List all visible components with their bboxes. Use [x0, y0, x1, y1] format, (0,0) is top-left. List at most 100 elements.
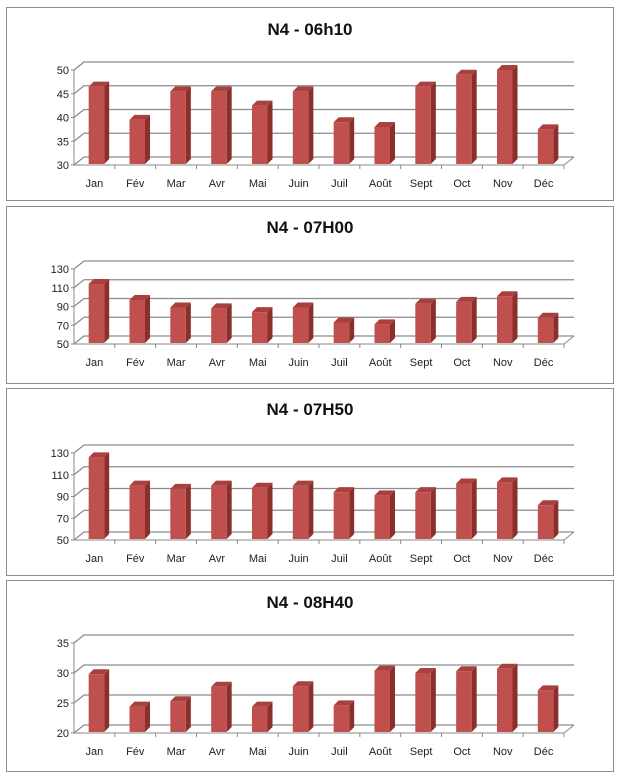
- bar: [292, 686, 309, 732]
- gridline: [73, 85, 574, 95]
- bar-top: [374, 665, 396, 671]
- gridline: [73, 297, 574, 308]
- bar-side: [390, 490, 396, 539]
- bar-side: [390, 319, 396, 343]
- x-tick-label: Juin: [288, 553, 308, 565]
- y-tick-label: 130: [51, 264, 69, 276]
- bar-top: [211, 303, 232, 309]
- bar-side: [471, 478, 477, 539]
- x-tick-label: Nov: [493, 746, 513, 758]
- bar-top: [537, 124, 559, 130]
- bar-side: [104, 452, 110, 539]
- x-tick-label: Avr: [209, 746, 226, 758]
- bar: [333, 705, 350, 732]
- chart-panel-2: N4 - 07H00 50 70 90 110 130 Jan Fév Mar Avr Mai Ju…: [6, 206, 614, 384]
- x-tick-label: Déc: [534, 357, 554, 369]
- x-tick-label: Juil: [331, 746, 348, 758]
- bar-top: [456, 478, 477, 484]
- bar-side: [308, 86, 314, 164]
- chart-panel-1: N4 - 06h10 30 35 40 45 50 Jan Fév Mar Avr Mai Juin…: [6, 7, 614, 201]
- bar-top: [415, 487, 436, 493]
- bar-side: [553, 500, 559, 539]
- floor-edge: [563, 156, 575, 166]
- bar: [374, 324, 391, 343]
- bar: [170, 307, 186, 343]
- x-tick-label: Nov: [493, 357, 513, 369]
- bar-top: [170, 696, 191, 702]
- bar-side: [471, 69, 477, 164]
- x-tick-label: Avr: [209, 553, 226, 565]
- bar-side: [226, 86, 232, 164]
- bar-top: [251, 482, 273, 488]
- bar-top: [374, 122, 396, 127]
- bar: [537, 505, 554, 539]
- bar: [537, 690, 554, 732]
- bar: [456, 483, 472, 539]
- bar-top: [415, 81, 436, 87]
- bar-side: [185, 696, 191, 732]
- y-tick-label: 70: [57, 513, 69, 525]
- bar: [251, 312, 268, 343]
- floor-edge: [563, 335, 575, 345]
- bar-side: [349, 317, 355, 343]
- bar-top: [374, 490, 396, 496]
- bar-side: [104, 81, 110, 164]
- bar-chart: 30 35 40 45 50 Jan Fév Mar Avr Mai Juin Juil Août Sep…: [57, 61, 575, 190]
- bar-side: [267, 701, 273, 732]
- bar: [496, 482, 513, 539]
- y-tick-label: 90: [57, 492, 69, 504]
- x-tick-label: Mar: [167, 553, 186, 565]
- x-tick-label: Juin: [288, 357, 308, 369]
- bar-side: [430, 298, 436, 343]
- bar-side: [267, 307, 273, 343]
- gridline: [73, 466, 574, 476]
- gridline: [73, 724, 574, 734]
- y-tick-label: 35: [57, 136, 69, 148]
- bar-top: [88, 279, 110, 284]
- bar: [211, 686, 227, 732]
- bar-top: [456, 666, 477, 672]
- y-tick-label: 30: [57, 160, 69, 172]
- gridline: [73, 664, 574, 674]
- bar: [88, 674, 105, 732]
- bar: [292, 485, 309, 539]
- x-tick-label: Mar: [167, 746, 186, 758]
- bar: [496, 70, 513, 164]
- bar-side: [226, 480, 232, 539]
- bar-side: [308, 480, 314, 539]
- bar-side: [267, 100, 273, 164]
- bar-side: [104, 669, 110, 732]
- x-tick-label: Oct: [453, 178, 470, 190]
- bar: [415, 86, 431, 164]
- x-tick-label: Jan: [86, 746, 104, 758]
- bar: [537, 129, 554, 164]
- bar-top: [251, 701, 273, 707]
- bar: [374, 495, 391, 539]
- x-tick-label: Oct: [453, 553, 470, 565]
- bar: [129, 299, 146, 343]
- bar-side: [267, 482, 273, 539]
- x-tick-label: Août: [369, 357, 392, 369]
- bar: [88, 86, 105, 164]
- bar-side: [349, 117, 355, 164]
- x-tick-label: Mar: [167, 357, 186, 369]
- gridline: [73, 531, 574, 541]
- y-tick-label: 70: [57, 320, 69, 332]
- gridline: [73, 132, 574, 142]
- bar: [333, 492, 350, 539]
- chart-title: N4 - 08H40: [266, 593, 354, 612]
- bar-side: [553, 124, 559, 164]
- bar: [456, 671, 472, 732]
- bar-top: [88, 81, 110, 87]
- bar-top: [129, 294, 151, 300]
- bar: [211, 91, 227, 164]
- bar-side: [512, 291, 518, 343]
- y-tick-label: 50: [57, 65, 69, 77]
- bar: [251, 105, 268, 164]
- y-tick-label: 45: [57, 89, 69, 101]
- gridline: [73, 108, 574, 119]
- bar-side: [430, 81, 436, 164]
- bar-top: [496, 65, 518, 70]
- x-tick-label: Déc: [534, 178, 554, 190]
- bar: [251, 706, 268, 732]
